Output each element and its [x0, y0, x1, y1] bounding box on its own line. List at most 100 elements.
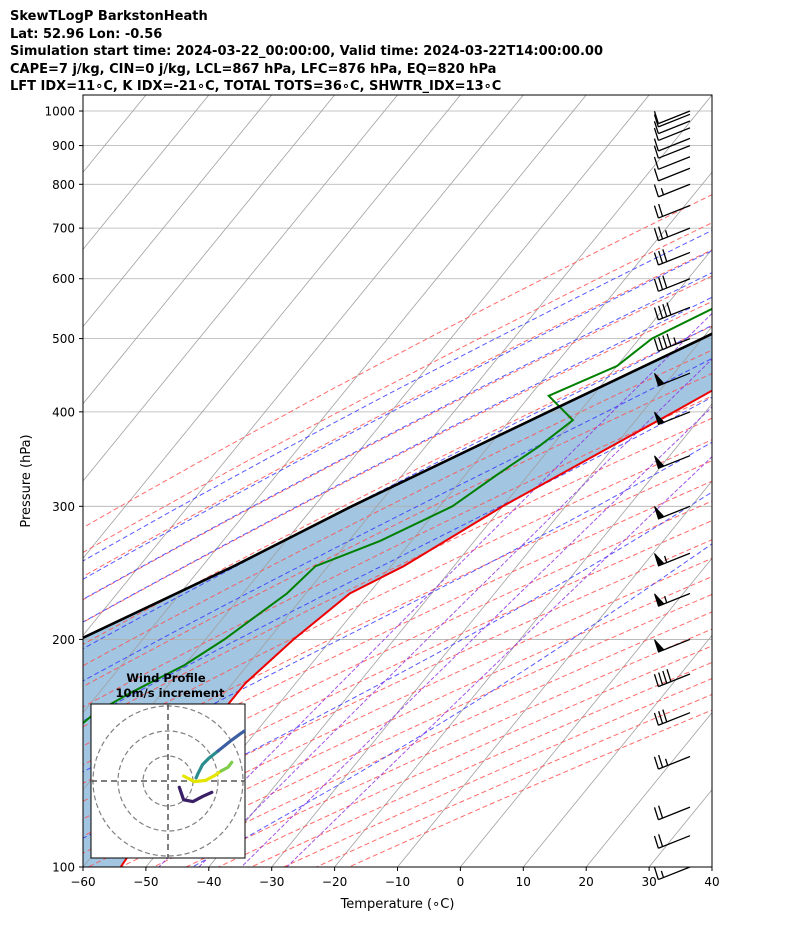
isotherm-line [271, 325, 712, 867]
wind-barb [654, 372, 691, 387]
mixing-ratio-line [198, 358, 712, 867]
mixing-ratio-line [158, 312, 712, 867]
dry-adiabat [83, 539, 712, 837]
isotherm-line [83, 95, 273, 328]
wind-barb [653, 167, 691, 182]
wind-barb [653, 669, 691, 688]
wind-barb [653, 203, 691, 219]
wind-barb [654, 455, 691, 469]
wind-profile-inset: Wind Profile 10m/s increment [90, 671, 246, 859]
x-tick-label: −20 [322, 875, 347, 889]
wind-barb [654, 411, 691, 426]
wind-barb [653, 156, 691, 170]
y-tick-label: 500 [52, 332, 75, 346]
isotherm-line [83, 95, 398, 482]
wind-barb [653, 120, 691, 135]
isotherm-line [83, 95, 524, 637]
wind-barb [653, 249, 691, 266]
moist-adiabat [83, 272, 712, 600]
dry-adiabat [83, 500, 712, 802]
dry-adiabat [83, 460, 712, 766]
wind-barb [653, 137, 691, 152]
wind-barb [653, 333, 691, 352]
y-tick-label: 100 [52, 861, 75, 875]
title-indices-2: LFT IDX=11∘C, K IDX=-21∘C, TOTAL TOTS=36… [10, 79, 502, 95]
title-times: Simulation start time: 2024-03-22_00:00:… [10, 44, 603, 60]
chart-title-block: SkewTLogP BarkstonHeath Lat: 52.96 Lon: … [10, 8, 603, 96]
wind-barb [653, 183, 691, 198]
isotherm-line [522, 634, 712, 867]
isotherm-line [145, 171, 712, 867]
wind-barb [653, 226, 691, 242]
isotherm-line [83, 95, 335, 405]
isotherm-line [83, 95, 587, 714]
dry-adiabat [83, 349, 712, 667]
hodograph-trace [177, 785, 214, 804]
parcel-path-line [83, 332, 712, 640]
title-location: Lat: 52.96 Lon: -0.56 [10, 26, 163, 42]
hodograph-trace [182, 769, 223, 784]
isotherm-line [83, 95, 84, 96]
moist-adiabat [83, 250, 712, 580]
wind-barb [653, 754, 691, 770]
inset-subtitle: 10m/s increment [116, 686, 225, 700]
x-tick-label: −40 [196, 875, 221, 889]
moist-adiabat [83, 296, 712, 623]
isotherm-line [585, 711, 712, 867]
cape-area [83, 333, 712, 867]
dry-adiabat [83, 372, 712, 688]
temperature-line [119, 389, 712, 867]
x-tick-label: 20 [579, 875, 594, 889]
dry-adiabat [83, 300, 712, 623]
wind-barb [653, 127, 691, 142]
dry-adiabat [83, 395, 712, 708]
title-station: SkewTLogP BarkstonHeath [10, 9, 208, 24]
wind-barb [653, 275, 691, 292]
hodograph-trace [219, 760, 234, 773]
inset-title: Wind Profile [126, 671, 206, 685]
y-tick-label: 300 [52, 500, 75, 514]
hodograph-trace [216, 728, 245, 753]
y-tick-label: 400 [52, 405, 75, 419]
isotherm-line [648, 789, 712, 867]
y-tick-label: 1000 [44, 105, 75, 119]
x-axis-label: Temperature (∘C) [340, 897, 455, 912]
x-tick-label: 0 [457, 875, 465, 889]
title-indices-1: CAPE=7 j/kg, CIN=0 j/kg, LCL=867 hPa, LF… [10, 61, 497, 77]
x-tick-label: −30 [259, 875, 284, 889]
isotherm-line [460, 557, 712, 867]
wind-barb [653, 145, 691, 159]
wind-barb [653, 805, 691, 821]
y-tick-label: 200 [52, 633, 75, 647]
hodograph-trace [194, 749, 220, 780]
isotherm-line [397, 480, 712, 867]
dewpoint-line [83, 307, 712, 725]
moist-adiabat [83, 229, 712, 562]
isotherm-line [83, 95, 210, 251]
y-axis-label: Pressure (hPa) [19, 434, 34, 527]
x-tick-label: −10 [385, 875, 410, 889]
wind-barb [653, 110, 691, 125]
wind-barb [654, 592, 691, 607]
x-tick-label: −60 [70, 875, 95, 889]
isotherm-line [208, 248, 712, 867]
isotherm-line [775, 95, 794, 867]
wind-barb [654, 552, 691, 567]
x-tick-label: 30 [641, 875, 656, 889]
x-tick-label: 10 [516, 875, 531, 889]
y-tick-label: 800 [52, 178, 75, 192]
isotherm-line [334, 403, 712, 867]
wind-barb [653, 834, 691, 849]
wind-barb [653, 302, 691, 321]
y-tick-label: 600 [52, 272, 75, 286]
hodograph-ring [117, 730, 219, 832]
wind-barb [653, 866, 691, 881]
dry-adiabat [83, 520, 712, 820]
wind-barb [653, 709, 691, 726]
wind-barb [654, 505, 691, 520]
y-tick-label: 700 [52, 222, 75, 236]
x-tick-label: 40 [704, 875, 719, 889]
wind-barb [653, 113, 691, 128]
x-tick-label: −50 [133, 875, 158, 889]
